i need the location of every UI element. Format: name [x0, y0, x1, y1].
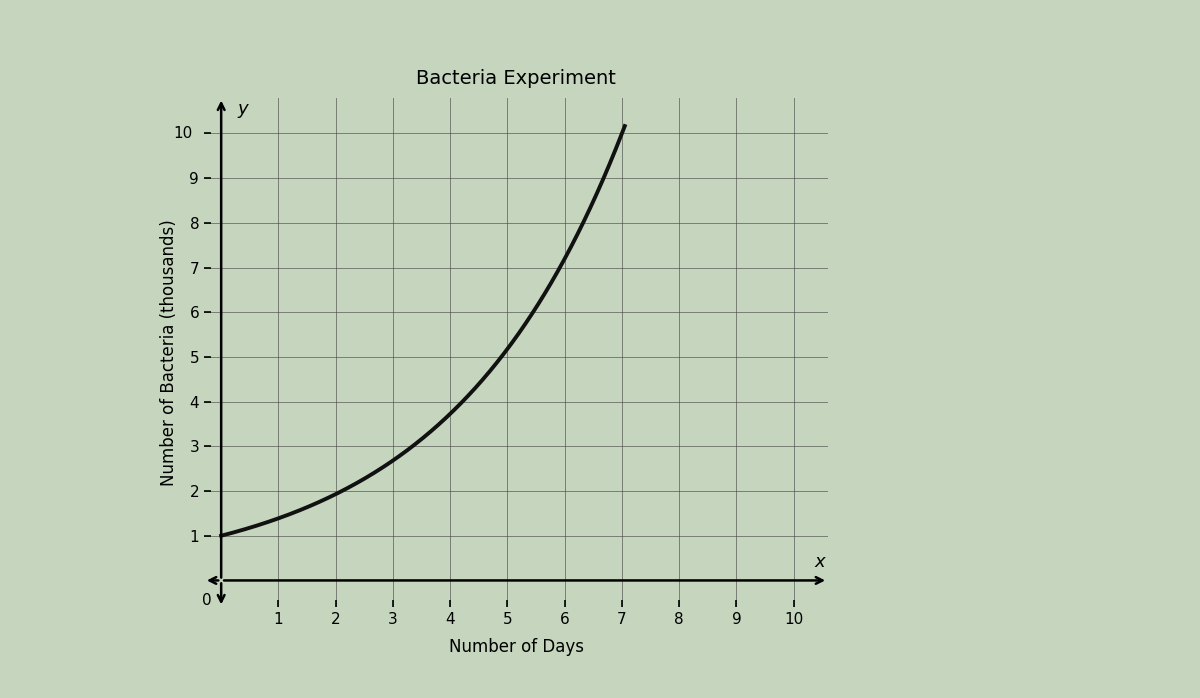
Title: Bacteria Experiment: Bacteria Experiment — [416, 69, 616, 88]
Text: x: x — [814, 553, 824, 571]
Text: 10: 10 — [173, 126, 192, 141]
Y-axis label: Number of Bacteria (thousands): Number of Bacteria (thousands) — [161, 219, 179, 486]
Text: y: y — [238, 100, 248, 118]
X-axis label: Number of Days: Number of Days — [449, 638, 583, 656]
Text: 0: 0 — [202, 593, 211, 608]
